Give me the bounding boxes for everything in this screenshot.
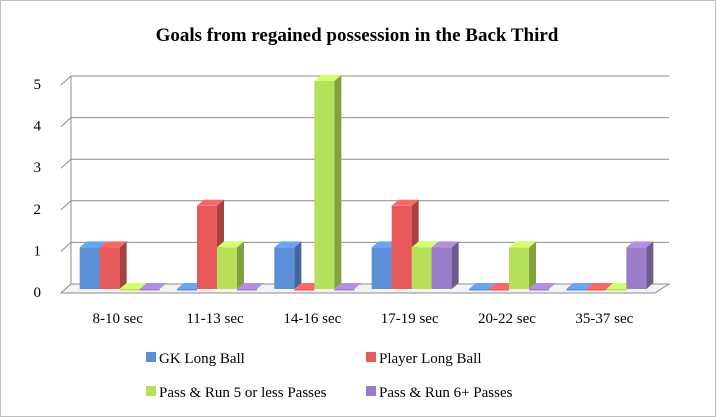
bar: [566, 283, 594, 291]
legend-label: Pass & Run 6+ Passes: [379, 385, 513, 401]
y-tick-label: 4: [34, 119, 42, 135]
x-axis-ticks: 8-10 sec 11-13 sec 14-16 sec 17-19 sec 20-22…: [92, 311, 633, 327]
bar: [469, 283, 496, 291]
x-tick-label: 20-22 sec: [478, 311, 536, 327]
bar: [334, 283, 362, 291]
bar: [509, 241, 536, 289]
y-tick-label: 1: [34, 243, 42, 259]
legend-label: Player Long Ball: [379, 351, 481, 367]
legend-swatch: [146, 352, 156, 362]
chart-title: Goals from regained possession in the Ba…: [156, 25, 559, 46]
bar: [586, 283, 614, 291]
bar: [274, 241, 302, 289]
bar: [119, 283, 147, 291]
grid-line-diag: [60, 242, 72, 252]
x-tick-label: 35-37 sec: [575, 311, 633, 327]
legend-item: Player Long Ball: [366, 351, 481, 367]
legend-item: GK Long Ball: [146, 351, 245, 367]
x-tick-label: 11-13 sec: [186, 311, 244, 327]
legend-label: GK Long Ball: [159, 351, 245, 367]
x-tick-label: 8-10 sec: [92, 311, 143, 327]
bar: [529, 283, 556, 291]
bar: [99, 241, 127, 289]
bars: [79, 75, 654, 291]
y-axis-ticks: 0 1 2 3 4 5: [34, 77, 42, 301]
legend-item: Pass & Run 6+ Passes: [366, 385, 513, 401]
y-tick-label: 5: [34, 77, 42, 93]
bar: [217, 241, 244, 289]
legend-swatch: [146, 386, 156, 396]
grid-line-diag: [60, 158, 72, 169]
legend: GK Long Ball Player Long Ball Pass & Run 5…: [146, 351, 513, 401]
grid-line-diag: [60, 117, 72, 127]
bar: [314, 75, 342, 289]
legend-swatch: [366, 386, 376, 396]
legend-item: Pass & Run 5 or less Passes: [146, 385, 327, 401]
bar: [626, 241, 654, 289]
grid-line-diag: [60, 75, 72, 86]
bar: [139, 283, 167, 291]
x-tick-label: 17-19 sec: [381, 311, 439, 327]
bar: [431, 241, 459, 289]
legend-swatch: [366, 352, 376, 362]
grid-line-diag: [60, 200, 72, 211]
grid-lines: [59, 75, 671, 294]
y-tick-label: 0: [34, 285, 42, 301]
y-tick-label: 3: [34, 160, 42, 176]
legend-label: Pass & Run 5 or less Passes: [159, 385, 327, 401]
bar: [237, 283, 264, 291]
x-tick-label: 14-16 sec: [283, 311, 341, 327]
y-tick-label: 2: [34, 202, 42, 218]
